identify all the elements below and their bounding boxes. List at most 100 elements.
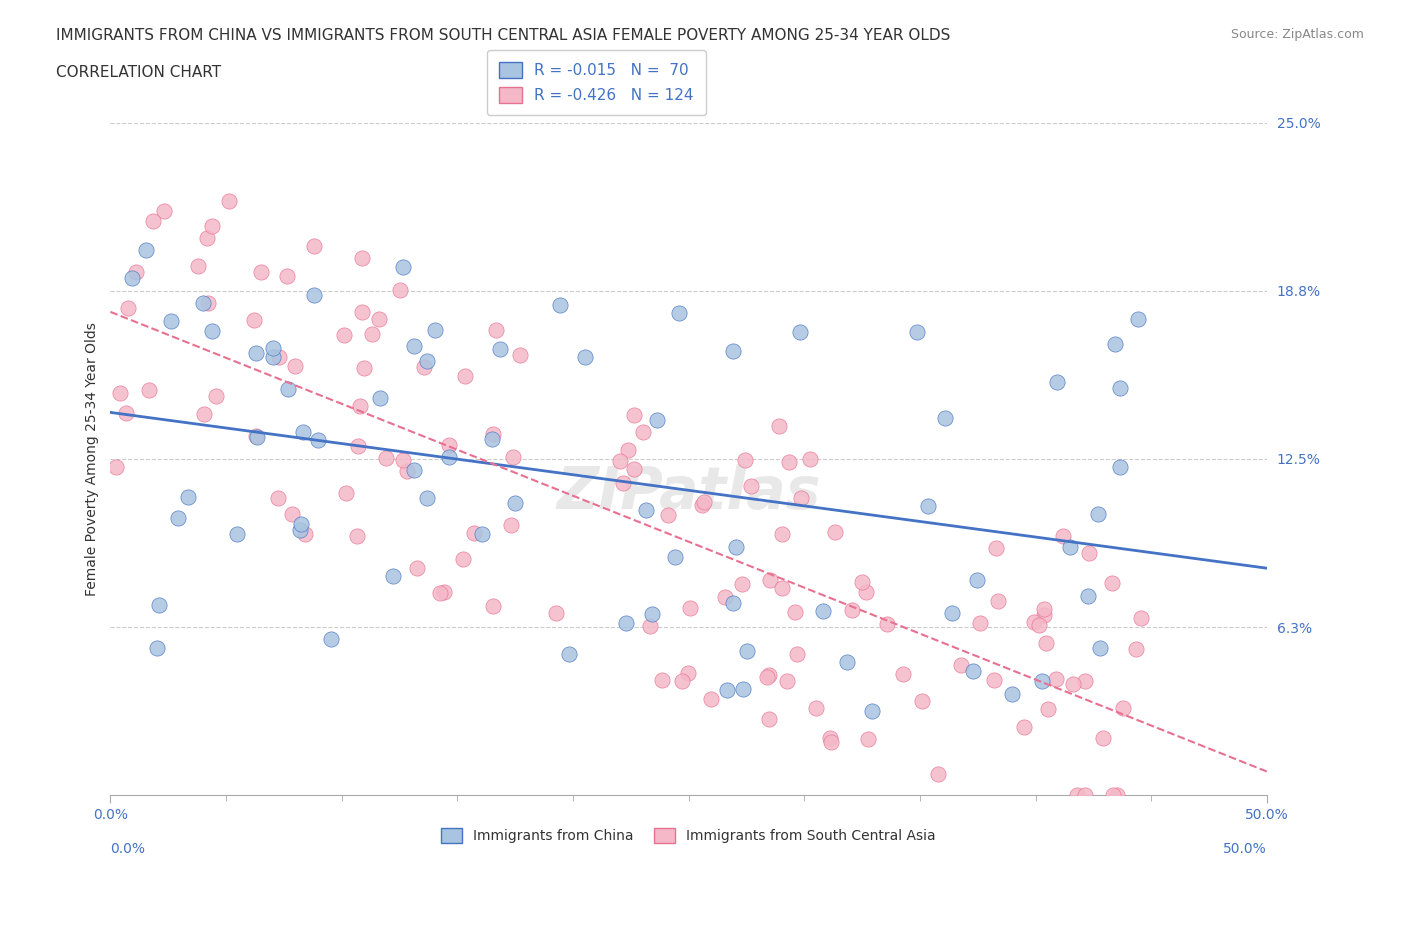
- Point: [891, 667, 914, 682]
- Point: [302, 239, 325, 254]
- Point: [623, 462, 645, 477]
- Point: [645, 413, 668, 428]
- Point: [1028, 618, 1050, 632]
- Point: [1129, 611, 1152, 626]
- Point: [485, 323, 508, 338]
- Point: [402, 463, 425, 478]
- Point: [725, 540, 748, 555]
- Point: [690, 498, 713, 512]
- Point: [664, 550, 686, 565]
- Point: [731, 682, 754, 697]
- Point: [1074, 788, 1097, 803]
- Point: [281, 506, 304, 521]
- Point: [876, 617, 898, 631]
- Point: [135, 243, 157, 258]
- Point: [574, 350, 596, 365]
- Point: [1031, 673, 1053, 688]
- Point: [138, 382, 160, 397]
- Point: [1102, 788, 1125, 803]
- Point: [187, 259, 209, 273]
- Point: [557, 646, 579, 661]
- Point: [246, 430, 269, 445]
- Point: [153, 204, 176, 219]
- Point: [245, 346, 267, 361]
- Point: [389, 282, 412, 297]
- Point: [346, 528, 368, 543]
- Point: [245, 429, 267, 444]
- Point: [786, 646, 808, 661]
- Point: [860, 704, 883, 719]
- Point: [262, 340, 284, 355]
- Point: [395, 463, 418, 478]
- Point: [1101, 576, 1123, 591]
- Y-axis label: Female Poverty Among 25-34 Year Olds: Female Poverty Among 25-34 Year Olds: [86, 322, 100, 596]
- Point: [693, 494, 716, 509]
- Point: [115, 405, 138, 420]
- Point: [837, 654, 859, 669]
- Point: [740, 478, 762, 493]
- Point: [405, 561, 427, 576]
- Point: [197, 296, 219, 311]
- Point: [987, 593, 1010, 608]
- Point: [730, 577, 752, 591]
- Point: [195, 231, 218, 246]
- Point: [250, 264, 273, 279]
- Point: [482, 427, 505, 442]
- Point: [917, 498, 939, 513]
- Point: [612, 476, 634, 491]
- Point: [267, 491, 290, 506]
- Point: [349, 399, 371, 414]
- Point: [433, 584, 456, 599]
- Point: [307, 433, 329, 448]
- Point: [778, 455, 800, 470]
- Point: [346, 439, 368, 454]
- Point: [768, 418, 790, 433]
- Text: 50.0%: 50.0%: [1223, 843, 1267, 857]
- Point: [201, 324, 224, 339]
- Point: [288, 523, 311, 538]
- Legend: Immigrants from China, Immigrants from South Central Asia: Immigrants from China, Immigrants from S…: [436, 823, 942, 849]
- Point: [294, 526, 316, 541]
- Point: [1077, 588, 1099, 603]
- Point: [125, 264, 148, 279]
- Point: [104, 459, 127, 474]
- Point: [1052, 529, 1074, 544]
- Point: [721, 596, 744, 611]
- Point: [367, 312, 389, 326]
- Point: [191, 296, 214, 311]
- Point: [503, 496, 526, 511]
- Point: [121, 271, 143, 286]
- Point: [333, 327, 356, 342]
- Point: [818, 730, 841, 745]
- Point: [1074, 673, 1097, 688]
- Point: [700, 691, 723, 706]
- Text: Source: ZipAtlas.com: Source: ZipAtlas.com: [1230, 28, 1364, 41]
- Point: [416, 353, 439, 368]
- Point: [1104, 337, 1126, 352]
- Point: [678, 666, 700, 681]
- Point: [375, 450, 398, 465]
- Point: [429, 585, 451, 600]
- Point: [391, 453, 413, 468]
- Point: [799, 452, 821, 467]
- Point: [335, 485, 357, 500]
- Point: [423, 322, 446, 337]
- Point: [638, 618, 661, 633]
- Point: [391, 259, 413, 274]
- Point: [353, 361, 375, 376]
- Point: [1012, 720, 1035, 735]
- Point: [1125, 642, 1147, 657]
- Point: [1033, 602, 1056, 617]
- Point: [609, 454, 631, 469]
- Point: [167, 511, 190, 525]
- Point: [548, 298, 571, 312]
- Point: [734, 452, 756, 467]
- Point: [770, 580, 793, 595]
- Point: [437, 449, 460, 464]
- Point: [858, 732, 880, 747]
- Point: [146, 641, 169, 656]
- Point: [218, 193, 240, 208]
- Point: [1112, 701, 1135, 716]
- Point: [1109, 459, 1132, 474]
- Point: [412, 359, 434, 374]
